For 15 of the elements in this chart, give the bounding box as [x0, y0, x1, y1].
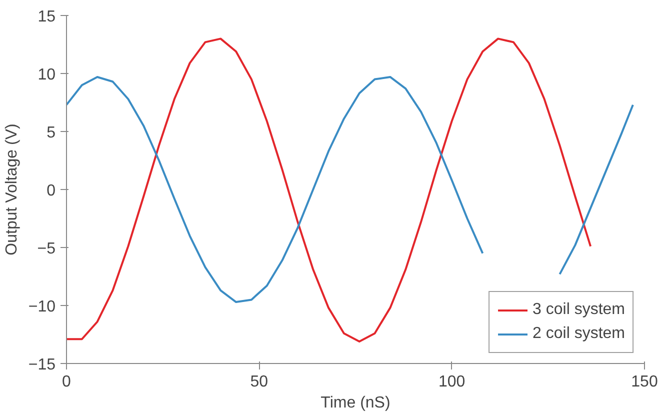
y-tick-label: −5	[37, 240, 56, 258]
x-tick-label: 100	[438, 374, 466, 390]
y-tick-label: −15	[28, 356, 56, 374]
x-axis-title: Time (nS)	[320, 394, 390, 412]
x-tick-label: 50	[250, 374, 268, 390]
x-tick-label: 0	[62, 374, 72, 390]
y-axis-title: Output Voltage (V)	[3, 124, 20, 256]
legend-label: 3 coil system	[532, 301, 625, 319]
y-tick-label: 5	[46, 124, 56, 142]
y-tick-label: 0	[46, 182, 56, 200]
x-tick-label: 150	[631, 374, 658, 390]
y-tick-label: 15	[38, 8, 56, 26]
y-tick-label: 10	[38, 66, 56, 84]
y-tick-label: −10	[28, 298, 56, 316]
legend-label: 2 coil system	[532, 325, 625, 343]
